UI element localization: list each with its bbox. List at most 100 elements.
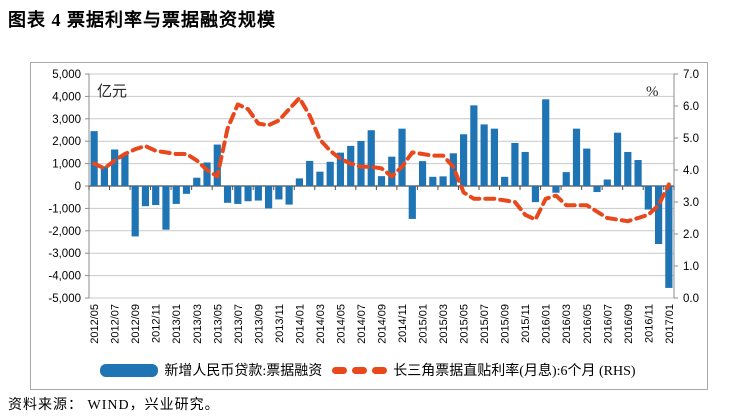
bar	[182, 186, 191, 194]
right-axis-tick-label: 2.0	[683, 229, 699, 241]
x-axis-tick-label: 2013/03	[192, 304, 204, 344]
bar	[326, 161, 334, 186]
bar	[531, 186, 540, 203]
bar	[265, 186, 273, 209]
left-axis-tick-label: 4,000	[52, 91, 81, 103]
bar	[603, 179, 611, 186]
bar-line-chart: -5,000 -4,000 -3,000 -2,000 -1,000 0 1,000 2,00…	[48, 69, 699, 344]
legend-item-line: 长三角票据直贴利率(月息):6个月 (RHS)	[332, 360, 636, 380]
left-axis-tick-label: 0	[75, 181, 81, 193]
x-axis-tick-label: 2015/01	[418, 304, 430, 344]
x-axis-tick-label: 2015/03	[438, 304, 450, 344]
x-axis-tick-label: 2013/09	[253, 304, 265, 344]
bar	[100, 166, 108, 186]
right-axis-tick-label: 1.0	[683, 261, 699, 273]
x-axis-tick-label: 2012/11	[151, 304, 163, 343]
bar	[470, 105, 478, 186]
bar	[665, 186, 673, 288]
x-axis-tick-label: 2017/01	[664, 304, 676, 344]
right-axis-tick-label: 4.0	[683, 165, 699, 177]
bar	[552, 186, 560, 193]
x-axis-tick-label: 2014/05	[335, 304, 347, 344]
bar	[439, 176, 447, 186]
bar	[285, 186, 293, 205]
bar	[90, 131, 98, 186]
bar	[162, 186, 170, 230]
bar	[542, 99, 550, 186]
bar	[141, 186, 150, 207]
left-axis-tick-label: 5,000	[52, 69, 81, 81]
bar	[306, 160, 314, 186]
bar	[121, 154, 129, 186]
bar	[572, 128, 581, 186]
x-axis-tick-label: 2014/01	[294, 304, 306, 344]
bar	[213, 144, 221, 186]
bar	[408, 186, 416, 219]
x-axis-tick-label: 2016/07	[602, 304, 614, 344]
x-axis-tick-label: 2015/11	[520, 304, 532, 343]
x-axis-tick-label: 2016/03	[561, 304, 573, 344]
x-axis-tick-label: 2014/07	[356, 304, 368, 344]
right-axis-tick-label: 6.0	[683, 101, 699, 113]
left-axis-tick-label: -1,000	[48, 203, 81, 215]
x-axis-tick-label: 2016/05	[582, 304, 594, 344]
bar	[254, 186, 262, 201]
source-note: 资料来源： WIND，兴业研究。	[8, 398, 220, 413]
bar	[244, 186, 252, 202]
bar	[511, 142, 519, 186]
bar-series-marker	[100, 363, 159, 377]
right-axis-tick-label: 0.0	[683, 293, 699, 305]
left-axis-tick-label: -5,000	[48, 293, 81, 305]
bar	[275, 186, 283, 200]
bar	[490, 128, 498, 186]
bar-series	[90, 99, 673, 288]
bar	[111, 149, 119, 186]
x-axis-tick-label: 2014/09	[377, 304, 389, 344]
bar	[295, 178, 303, 186]
legend-item-bars: 新增人民币贷款:票据融资	[100, 360, 322, 380]
bar	[521, 151, 529, 186]
bar	[501, 176, 509, 186]
bar	[388, 156, 396, 186]
bar	[152, 186, 160, 206]
bar	[562, 172, 570, 186]
bar	[429, 176, 437, 186]
bar	[172, 186, 180, 204]
bar	[316, 171, 324, 186]
bar	[593, 186, 601, 193]
bar	[460, 134, 468, 186]
bar	[480, 124, 488, 186]
bar	[377, 176, 386, 186]
bar	[644, 186, 652, 210]
x-axis-tick-label: 2013/01	[171, 304, 183, 344]
left-axis-tick-label: -3,000	[48, 248, 81, 260]
bar	[583, 148, 591, 186]
x-axis-tick-label: 2015/05	[459, 304, 471, 344]
bar	[223, 186, 232, 203]
x-axis-tick-label: 2016/11	[643, 304, 655, 343]
left-axis-tick-label: 1,000	[52, 159, 81, 171]
x-axis-tick-label: 2012/05	[89, 304, 101, 344]
right-axis-tick-label: 5.0	[683, 133, 699, 145]
bar	[613, 132, 622, 186]
bar	[347, 145, 355, 186]
x-axis-tick-label: 2013/07	[233, 304, 245, 344]
left-axis-tick-label: 3,000	[52, 114, 81, 126]
bar	[357, 140, 365, 186]
bar	[634, 160, 642, 186]
x-axis-tick-label: 2016/09	[623, 304, 635, 344]
bar	[193, 177, 201, 186]
rate-line	[92, 96, 671, 224]
left-axis-tick-label: -4,000	[48, 271, 81, 283]
x-axis-tick-label: 2013/11	[274, 304, 286, 343]
bar	[234, 186, 242, 204]
bar	[418, 161, 427, 186]
bar	[203, 162, 211, 186]
right-axis-tick-label: 3.0	[683, 197, 699, 209]
bar	[624, 151, 632, 186]
line-series-marker	[332, 366, 388, 374]
x-axis-tick-label: 2012/07	[110, 304, 122, 344]
x-axis-tick-label: 2013/05	[212, 304, 224, 344]
right-unit-label: %	[646, 84, 659, 100]
